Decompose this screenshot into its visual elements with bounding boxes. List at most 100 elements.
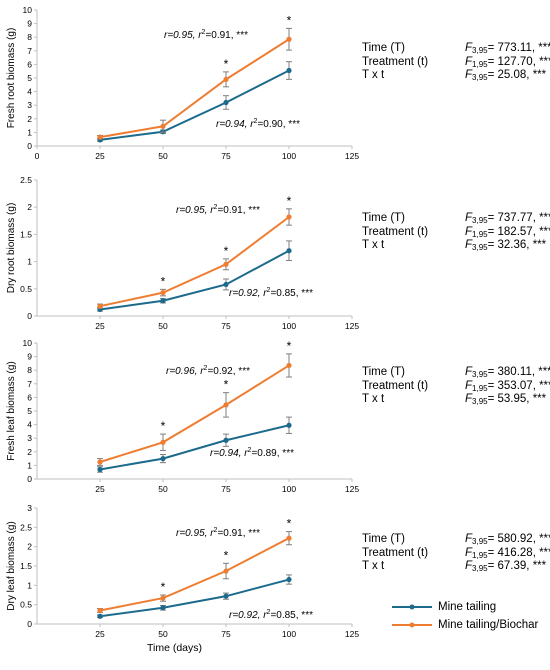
chart1-point-mine-tailing xyxy=(223,99,229,106)
chart1-y-tick-label: 3 xyxy=(27,100,32,110)
anova-f-value: F1,95= 353.07, *** xyxy=(465,379,550,393)
chart1-line-mine-tailing xyxy=(99,69,290,141)
chart4-point-mine-tailing xyxy=(97,613,103,619)
anova-effect-label: Treatment (t) xyxy=(362,546,429,559)
chart2-significance-marker: * xyxy=(287,194,292,208)
chart1-correlation-biochar: r=0.95, r2=0.91, *** xyxy=(164,29,248,41)
anova-f-value: F1,95= 416.28, *** xyxy=(465,546,550,560)
chart4-x-tick-label: 100 xyxy=(282,629,296,639)
chart1-y-tick-label: 7 xyxy=(27,46,32,56)
chart3-y-tick-label: 5 xyxy=(27,406,32,416)
chart3-y-tick-label: 10 xyxy=(23,338,33,348)
chart4-x-tick-label: 50 xyxy=(158,629,168,639)
chart1-x-tick-label: 0 xyxy=(35,151,40,161)
chart1-y-axis-label: Fresh root biomass (g) xyxy=(6,28,17,129)
anova-f-value: F3,95= 580.92, *** xyxy=(465,533,550,546)
chart3-correlation-biochar: r=0.96, r2=0.92, *** xyxy=(166,365,250,377)
chart3-significance-marker: * xyxy=(287,339,292,353)
chart2-point-mine-tailing-biochar xyxy=(160,290,166,296)
chart4-line-mine-tailing xyxy=(99,578,290,618)
chart3-x-tick-label: 25 xyxy=(95,484,105,494)
chart1-y-tick-label: 0 xyxy=(27,141,32,151)
chart2-x-tick-label: 75 xyxy=(221,321,231,331)
chart2-point-mine-tailing-biochar xyxy=(97,303,103,309)
chart1-significance-marker: * xyxy=(287,13,292,27)
chart3-y-axis-label: Fresh leaf biomass (g) xyxy=(6,361,17,460)
anova-effect-label: T x t xyxy=(362,69,385,81)
chart3-x-tick-label: 100 xyxy=(282,484,296,494)
anova-effect-label: Treatment (t) xyxy=(362,55,429,68)
legend-swatch-mine-tailing-biochar xyxy=(392,622,432,628)
chart1-x-tick-label: 100 xyxy=(282,151,296,161)
legend-label-mine-tailing-biochar: Mine tailing/Biochar xyxy=(438,619,539,631)
chart3-y-tick-label: 8 xyxy=(27,365,32,375)
anova-effect-label: T x t xyxy=(362,560,385,572)
chart2-y-tick-label: 0 xyxy=(27,311,32,321)
chart2-x-tick-label: 100 xyxy=(282,321,296,331)
chart4-y-tick-label: 0 xyxy=(27,619,32,629)
chart3-x-tick-label: 125 xyxy=(345,484,359,494)
chart3-y-tick-label: 7 xyxy=(27,379,32,389)
chart3-point-mine-tailing-biochar xyxy=(97,459,103,465)
anova-f-value: F3,95= 737.77, *** xyxy=(465,212,550,225)
chart4-y-tick-label: 0.5 xyxy=(20,600,32,610)
anova-effect-label: T x t xyxy=(362,393,385,405)
chart4-significance-marker: * xyxy=(161,580,166,594)
anova-effect-label: Time (T) xyxy=(362,533,406,545)
chart4-x-tick-label: 125 xyxy=(345,629,359,639)
chart1-x-tick-label: 50 xyxy=(158,151,168,161)
chart4-x-tick-label: 75 xyxy=(221,629,231,639)
anova-f-value: F3,95= 67.39, *** xyxy=(465,560,547,573)
chart2-y-tick-label: 2 xyxy=(27,202,32,212)
chart1-line-mine-tailing-biochar xyxy=(99,38,290,139)
chart1-significance-marker: * xyxy=(224,57,229,71)
chart1-y-tick-label: 1 xyxy=(27,127,32,137)
chart4-point-mine-tailing xyxy=(286,576,292,583)
chart3-y-tick-label: 1 xyxy=(27,460,32,470)
chart3-point-mine-tailing-biochar xyxy=(160,439,166,445)
anova-effect-label: Time (T) xyxy=(362,42,406,54)
chart3-point-mine-tailing xyxy=(223,437,229,443)
chart4-point-mine-tailing-biochar xyxy=(223,568,229,574)
chart1-y-tick-label: 2 xyxy=(27,114,32,124)
chart4-point-mine-tailing-biochar xyxy=(160,595,166,601)
chart1-point-mine-tailing-biochar xyxy=(286,36,292,42)
chart2-y-tick-label: 2.5 xyxy=(20,175,32,185)
chart2-x-tick-label: 50 xyxy=(158,321,168,331)
chart4-y-tick-label: 1.5 xyxy=(20,561,32,571)
chart2-point-mine-tailing-biochar xyxy=(286,214,292,220)
chart1-point-mine-tailing-biochar xyxy=(160,123,166,129)
chart1-point-mine-tailing-biochar xyxy=(97,134,103,140)
chart4-point-mine-tailing xyxy=(160,605,166,611)
chart3-line-mine-tailing-biochar xyxy=(99,364,290,463)
anova-effect-label: Time (T) xyxy=(362,366,406,378)
anova-f-value: F3,95= 32.36, *** xyxy=(465,239,547,252)
chart1-y-tick-label: 8 xyxy=(27,32,32,42)
chart1-point-mine-tailing-biochar xyxy=(223,76,229,82)
chart2-line-mine-tailing xyxy=(99,249,290,311)
chart3-y-tick-label: 9 xyxy=(27,352,32,362)
anova-f-value: F3,95= 53.95, *** xyxy=(465,393,547,406)
chart4-correlation-biochar: r=0.95, r2=0.91, *** xyxy=(176,527,260,539)
chart2-significance-marker: * xyxy=(224,244,229,258)
chart2-y-tick-label: 1 xyxy=(27,257,32,267)
anova-effect-label: T x t xyxy=(362,239,385,251)
chart2-point-mine-tailing xyxy=(223,281,229,288)
chart1-y-tick-label: 10 xyxy=(23,5,33,15)
anova-f-value: F1,95= 182.57, *** xyxy=(465,225,550,239)
chart4-x-tick-label: 25 xyxy=(95,629,105,639)
chart2-line-mine-tailing-biochar xyxy=(99,216,290,308)
chart3-significance-marker: * xyxy=(161,419,166,433)
chart2-point-mine-tailing-biochar xyxy=(223,261,229,267)
chart2-correlation-biochar: r=0.95, r2=0.91, *** xyxy=(176,204,260,216)
chart4-y-tick-label: 2 xyxy=(27,542,32,552)
chart4-y-tick-label: 3 xyxy=(27,503,32,513)
chart2-point-mine-tailing xyxy=(160,298,166,304)
anova-f-value: F1,95= 127.70, *** xyxy=(465,55,550,69)
chart1-x-tick-label: 25 xyxy=(95,151,105,161)
chart1-x-tick-label: 125 xyxy=(345,151,359,161)
anova-f-value: F3,95= 25.08, *** xyxy=(465,69,547,82)
chart4-point-mine-tailing xyxy=(223,593,229,599)
chart3-y-tick-label: 0 xyxy=(27,474,32,484)
